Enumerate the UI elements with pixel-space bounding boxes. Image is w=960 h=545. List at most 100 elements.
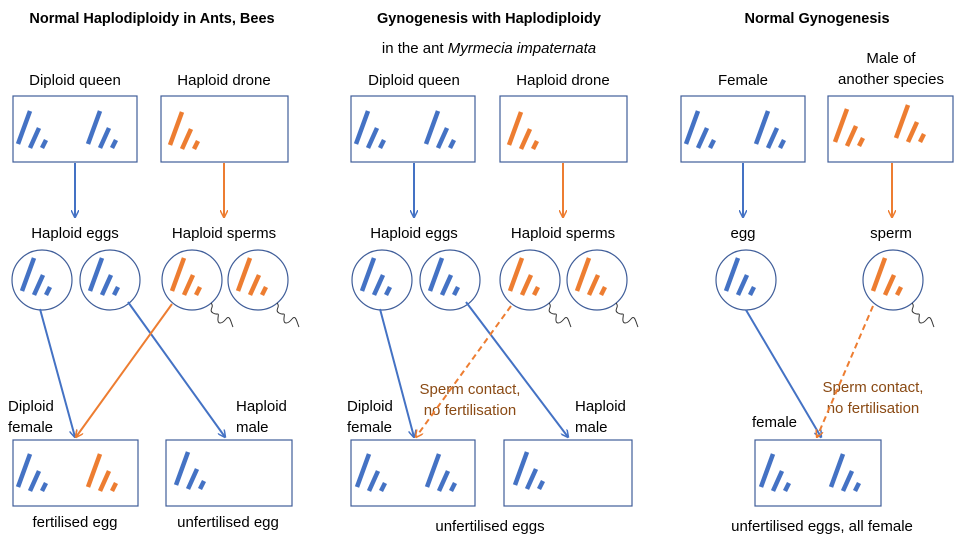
chromosome	[735, 274, 750, 296]
chromosome	[354, 453, 372, 488]
chromosome	[882, 274, 897, 296]
panel1-offspring1-label-b: female	[8, 419, 53, 436]
chromosome	[574, 257, 592, 292]
panel2-title: Gynogenesis with Haplodiploidy	[377, 11, 601, 27]
chromosome	[173, 451, 191, 486]
chromosome-set	[173, 451, 207, 491]
sperm-cell	[499, 249, 561, 311]
chromosome-set	[87, 257, 121, 297]
chromosome-set	[683, 110, 717, 150]
chromosome	[247, 274, 262, 296]
arrow-egg-to-female	[745, 309, 821, 437]
panel3-result-label: unfertilised eggs, all female	[731, 518, 913, 535]
chromosome	[27, 470, 42, 492]
chromosome	[507, 257, 525, 292]
chromosome-set	[359, 257, 393, 297]
chromosome	[777, 138, 787, 150]
chromosome	[782, 481, 792, 493]
panel3-gamete2-label: sperm	[870, 225, 912, 242]
egg-cell	[79, 249, 141, 311]
chromosome	[531, 285, 541, 297]
chromosome	[723, 257, 741, 292]
chromosome	[193, 285, 203, 297]
chromosome	[524, 468, 539, 490]
chromosome	[436, 470, 451, 492]
chromosome-set	[167, 111, 201, 151]
panel2-offspring1-label-a: Diploid	[347, 398, 393, 415]
chromosome	[31, 274, 46, 296]
panel3-title: Normal Gynogenesis	[744, 11, 889, 27]
chromosome	[19, 257, 37, 292]
chromosome	[840, 470, 855, 492]
chromosome	[586, 274, 601, 296]
panel2-offspring1-label-b: female	[347, 419, 392, 436]
chromosome	[87, 257, 105, 292]
chromosome	[97, 470, 112, 492]
chromosome	[111, 285, 121, 297]
chromosome	[85, 110, 103, 145]
panel3-note-a: Sperm contact,	[823, 379, 924, 396]
chromosome	[39, 138, 49, 150]
chromosome	[179, 128, 194, 150]
sperm-cell	[566, 249, 628, 311]
chromosome-set	[169, 257, 203, 297]
chromosome	[15, 453, 33, 488]
panel2-note-b: no fertilisation	[424, 402, 517, 419]
panel1-gamete1-label: Haploid eggs	[31, 225, 119, 242]
panel2-gamete1-label: Haploid eggs	[370, 225, 458, 242]
chromosome	[359, 257, 377, 292]
unfertilised-egg-box	[165, 439, 293, 507]
chromosome	[435, 127, 450, 149]
chromosome	[39, 481, 49, 493]
chromosome	[893, 104, 911, 139]
chromosome-set	[85, 453, 119, 493]
chromosome	[366, 470, 381, 492]
panel1-parent2-label: Haploid drone	[177, 72, 270, 89]
chromosome	[383, 285, 393, 297]
egg-cell	[11, 249, 73, 311]
unfertilised-female-egg-box	[754, 439, 882, 507]
chromosome-set	[85, 110, 119, 150]
haploid-drone-box	[499, 95, 628, 163]
chromosome	[758, 453, 776, 488]
chromosome	[424, 453, 442, 488]
panel1-offspring2-label-a: Haploid	[236, 398, 287, 415]
fertilised-egg-box	[12, 439, 139, 507]
chromosome	[832, 108, 850, 143]
egg-cell	[351, 249, 413, 311]
chromosome	[371, 274, 386, 296]
chromosome	[99, 274, 114, 296]
chromosome	[536, 479, 546, 491]
sperm-cell	[161, 249, 223, 311]
dashed-sperm-contact	[817, 305, 874, 437]
panel1-parent1-label: Diploid queen	[29, 72, 121, 89]
panel1-offspring1-label-a: Diploid	[8, 398, 54, 415]
chromosome	[683, 110, 701, 145]
chromosome	[856, 136, 866, 148]
panel1-offspring2-label-b: male	[236, 419, 269, 436]
sperm-cell	[227, 249, 289, 311]
chromosome-set	[832, 108, 866, 148]
panel2-gamete2-label: Haploid sperms	[511, 225, 615, 242]
chromosome	[598, 285, 608, 297]
chromosome-set	[507, 257, 541, 297]
panel3-parent1-label: Female	[718, 72, 768, 89]
egg-cell	[419, 249, 481, 311]
panel2-offspring2-label-b: male	[575, 419, 608, 436]
chromosome	[167, 111, 185, 146]
chromosome	[870, 257, 888, 292]
chromosome-set	[15, 453, 49, 493]
chromosome-set	[15, 110, 49, 150]
dashed-sperm-contact	[416, 305, 512, 437]
panel1-result1-label: fertilised egg	[32, 514, 117, 531]
chromosome-set	[574, 257, 608, 297]
chromosome	[844, 125, 859, 147]
chromosome	[506, 111, 524, 146]
chromosome-set	[828, 453, 862, 493]
chromosome	[235, 257, 253, 292]
unfertilised-haploid-egg-box	[503, 439, 633, 507]
chromosome	[109, 138, 119, 150]
chromosome	[448, 481, 458, 493]
male-other-species-box	[827, 95, 954, 163]
